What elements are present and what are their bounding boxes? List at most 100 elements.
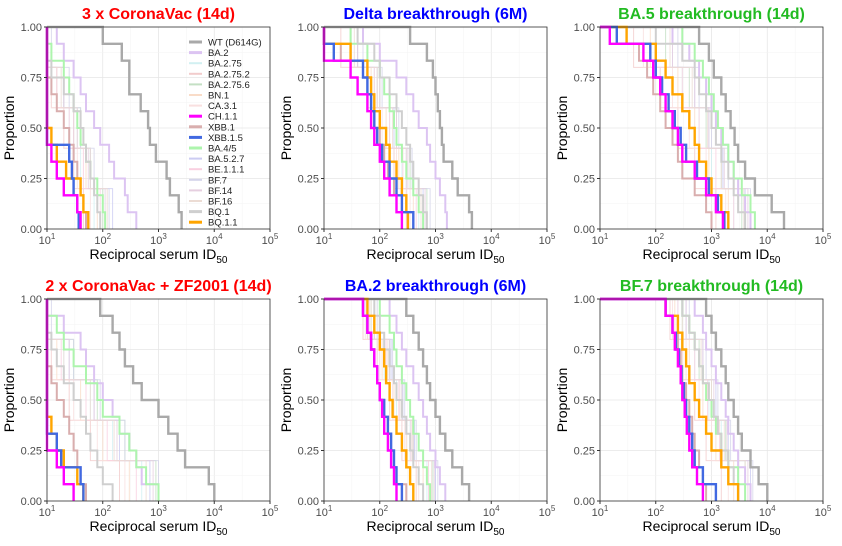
x-tick-label: 101 bbox=[592, 504, 609, 519]
series-line-ba-4-5 bbox=[324, 298, 432, 501]
legend-label: CA.3.1 bbox=[208, 101, 237, 112]
x-tick-label: 102 bbox=[647, 504, 664, 519]
x-tick-label: 104 bbox=[206, 232, 223, 247]
x-tick-label: 103 bbox=[150, 232, 167, 247]
series-line-wt-d614g- bbox=[600, 25, 786, 229]
series-line-bf-16 bbox=[600, 298, 746, 501]
legend-label: BA.4/5 bbox=[208, 144, 237, 155]
y-tick-label: 0.50 bbox=[298, 123, 319, 135]
y-axis-label: Proportion bbox=[1, 96, 17, 161]
y-tick-label: 0.50 bbox=[298, 395, 319, 407]
series-line-bq-1-1 bbox=[600, 297, 740, 501]
y-tick-label: 0.50 bbox=[574, 395, 595, 407]
series-line-bq-1 bbox=[324, 26, 428, 229]
y-tick-label: 0.75 bbox=[21, 73, 42, 85]
y-tick-label: 0.25 bbox=[21, 174, 42, 186]
panel-3: BA.5 breakthrough (14d) 0.00 0.25 0.50 0.75 1… bbox=[554, 6, 832, 266]
legend-label: BA.2 bbox=[208, 48, 229, 59]
series-line-wt-d614g- bbox=[324, 297, 471, 501]
x-tick-label: 104 bbox=[206, 504, 223, 519]
y-tick-label: 0.25 bbox=[21, 446, 42, 458]
x-tick-label: 101 bbox=[592, 232, 609, 247]
x-tick-label: 104 bbox=[759, 232, 776, 247]
panel-title: BA.5 breakthrough (14d) bbox=[618, 6, 805, 23]
x-tick-label: 102 bbox=[94, 504, 111, 519]
x-tick-label: 104 bbox=[759, 504, 776, 519]
y-tick-label: 0.50 bbox=[574, 123, 595, 135]
y-tick-label: 1.00 bbox=[298, 294, 319, 306]
x-tick-label: 103 bbox=[150, 504, 167, 519]
x-tick-label: 105 bbox=[539, 232, 556, 247]
y-tick-label: 0.00 bbox=[298, 224, 319, 236]
legend-label: BF.7 bbox=[208, 175, 227, 186]
x-tick-label: 101 bbox=[39, 504, 56, 519]
series-line-ch-1-1 bbox=[322, 27, 404, 229]
x-tick-label: 101 bbox=[39, 232, 56, 247]
y-axis-label: Proportion bbox=[1, 368, 17, 433]
series-line-bq-1 bbox=[46, 27, 102, 229]
x-tick-label: 103 bbox=[427, 232, 444, 247]
series-line-ch-1-1 bbox=[324, 297, 398, 501]
x-tick-label: 101 bbox=[316, 232, 333, 247]
y-tick-label: 0.25 bbox=[298, 174, 319, 186]
x-axis-label: Reciprocal serum ID50 bbox=[367, 246, 505, 266]
series-line-bf-16 bbox=[324, 298, 433, 501]
series-line-ch-1-1 bbox=[600, 25, 725, 229]
legend-label: BF.14 bbox=[208, 186, 232, 197]
legend-label: BA.5.2.7 bbox=[208, 154, 244, 165]
x-tick-label: 101 bbox=[316, 504, 333, 519]
x-tick-label: 103 bbox=[427, 504, 444, 519]
legend-label: XBB.1 bbox=[208, 122, 235, 133]
panel-title: 2 x CoronaVac + ZF2001 (14d) bbox=[45, 278, 271, 295]
legend-label: BA.2.75 bbox=[208, 59, 242, 70]
legend-label: BA.2.75.6 bbox=[208, 80, 250, 91]
y-axis-label: Proportion bbox=[278, 96, 294, 161]
panel-5: BA.2 breakthrough (6M) 0.00 0.25 0.50 0.75 1.… bbox=[278, 278, 556, 538]
x-axis-label: Reciprocal serum ID50 bbox=[643, 518, 781, 538]
legend-label: XBB.1.5 bbox=[208, 133, 243, 144]
series-line-wt-d614g- bbox=[600, 297, 769, 501]
y-tick-label: 0.00 bbox=[298, 496, 319, 508]
series-line-ch-1-1 bbox=[600, 297, 705, 501]
series-line-xbb-1 bbox=[600, 26, 713, 229]
x-axis-label: Reciprocal serum ID50 bbox=[90, 246, 228, 266]
panel-4: 2 x CoronaVac + ZF2001 (14d) 0.00 0.25 0.50… bbox=[1, 278, 279, 538]
legend-label: BE.1.1.1 bbox=[208, 165, 244, 176]
y-tick-label: 0.00 bbox=[574, 496, 595, 508]
series-line-wt-d614g- bbox=[324, 25, 474, 229]
y-axis-label: Proportion bbox=[554, 368, 570, 433]
y-tick-label: 0.75 bbox=[21, 345, 42, 357]
y-tick-label: 0.75 bbox=[574, 345, 595, 357]
y-tick-label: 0.00 bbox=[574, 224, 595, 236]
y-tick-label: 0.25 bbox=[574, 174, 595, 186]
y-tick-label: 0.50 bbox=[21, 395, 42, 407]
y-axis-label: Proportion bbox=[554, 96, 570, 161]
y-tick-label: 0.75 bbox=[298, 73, 319, 85]
x-tick-label: 105 bbox=[815, 232, 832, 247]
series-line-bq-1 bbox=[600, 26, 747, 229]
legend-label: BQ.1 bbox=[208, 207, 230, 218]
legend-label: BQ.1.1 bbox=[208, 218, 238, 229]
y-tick-label: 0.75 bbox=[574, 73, 595, 85]
legend-label: BN.1 bbox=[208, 91, 229, 102]
y-tick-label: 1.00 bbox=[21, 294, 42, 306]
y-tick-label: 0.75 bbox=[298, 345, 319, 357]
y-tick-label: 0.50 bbox=[21, 123, 42, 135]
legend-label: BA.2.75.2 bbox=[208, 69, 250, 80]
x-tick-label: 103 bbox=[703, 232, 720, 247]
legend: WT (D614G)BA.2BA.2.75BA.2.75.2BA.2.75.6B… bbox=[189, 38, 262, 229]
x-axis-label: Reciprocal serum ID50 bbox=[643, 246, 781, 266]
y-tick-label: 0.25 bbox=[298, 446, 319, 458]
x-tick-label: 105 bbox=[539, 504, 556, 519]
panel-1: 3 x CoronaVac (14d) 0.00 0.25 0.50 0.75 1.00 1… bbox=[1, 6, 279, 266]
x-tick-label: 102 bbox=[371, 232, 388, 247]
series-line-bf-16 bbox=[46, 299, 147, 501]
x-tick-label: 103 bbox=[703, 504, 720, 519]
series-line-bf-16 bbox=[324, 26, 422, 229]
legend-label: BF.16 bbox=[208, 197, 232, 208]
series-line-ba-4-5 bbox=[46, 299, 160, 501]
series-line-bq-1 bbox=[46, 299, 114, 501]
panel-2: Delta breakthrough (6M) 0.00 0.25 0.50 0.75 1… bbox=[278, 6, 556, 266]
y-tick-label: 1.00 bbox=[574, 294, 595, 306]
